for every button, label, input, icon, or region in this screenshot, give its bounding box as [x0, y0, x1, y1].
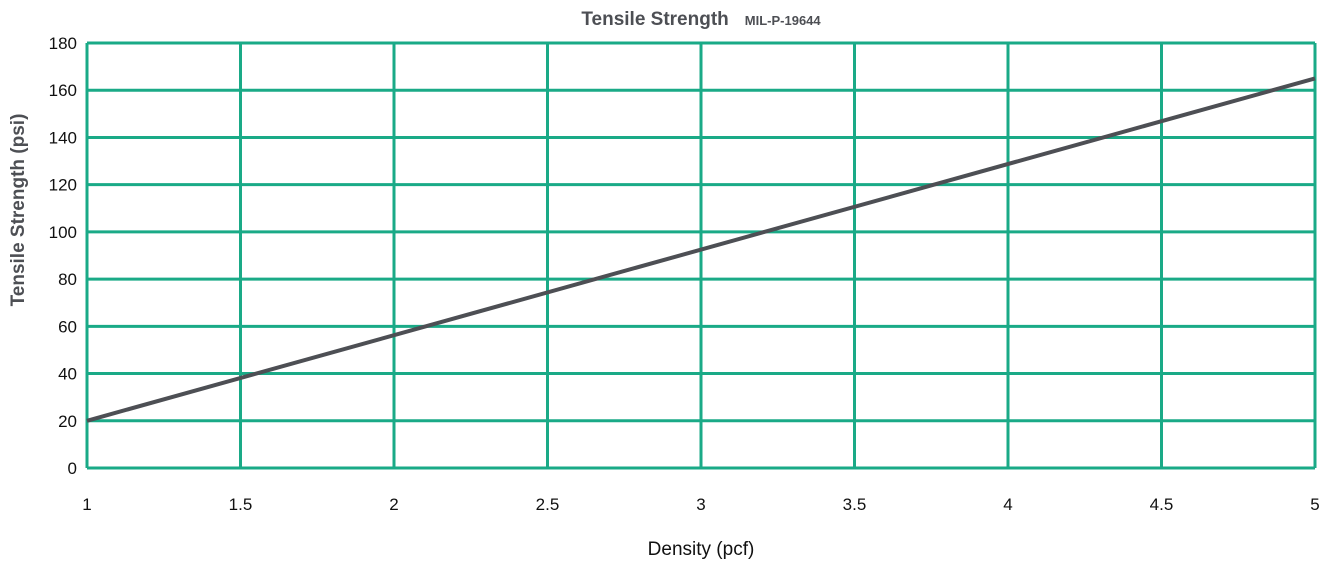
y-tick-label: 20 [58, 412, 77, 431]
y-tick-label: 100 [49, 223, 77, 242]
x-tick-label: 4.5 [1150, 495, 1174, 514]
x-tick-label: 5 [1310, 495, 1319, 514]
y-tick-label: 80 [58, 270, 77, 289]
x-tick-label: 2 [389, 495, 398, 514]
series-group [86, 76, 1316, 423]
x-tick-label: 1 [82, 495, 91, 514]
x-tick-label: 3.5 [843, 495, 867, 514]
x-axis-label: Density (pcf) [648, 539, 755, 560]
y-axis-label: Tensile Strength (psi) [8, 114, 29, 307]
y-tick-label: 180 [49, 34, 77, 53]
y-tick-label: 0 [68, 459, 77, 478]
x-tick-label: 3 [696, 495, 705, 514]
chart-title: Tensile Strength MIL-P-19644 [581, 9, 821, 30]
y-tick-label: 60 [58, 317, 77, 336]
x-tick-label: 1.5 [229, 495, 253, 514]
grid [85, 41, 1317, 470]
x-tick-labels: 1 1.5 2 2.5 3 3.5 4 4.5 5 [82, 495, 1319, 514]
series-line [86, 76, 1316, 423]
x-tick-label: 4 [1003, 495, 1012, 514]
y-tick-label: 40 [58, 365, 77, 384]
x-tick-label: 2.5 [536, 495, 560, 514]
chart-title-main: Tensile Strength [581, 9, 728, 30]
y-tick-label: 120 [49, 176, 77, 195]
y-tick-labels: 0 20 40 60 80 100 120 140 160 180 [49, 34, 77, 478]
chart-title-sub: MIL-P-19644 [745, 13, 822, 28]
y-tick-label: 160 [49, 81, 77, 100]
y-tick-label: 140 [49, 128, 77, 147]
